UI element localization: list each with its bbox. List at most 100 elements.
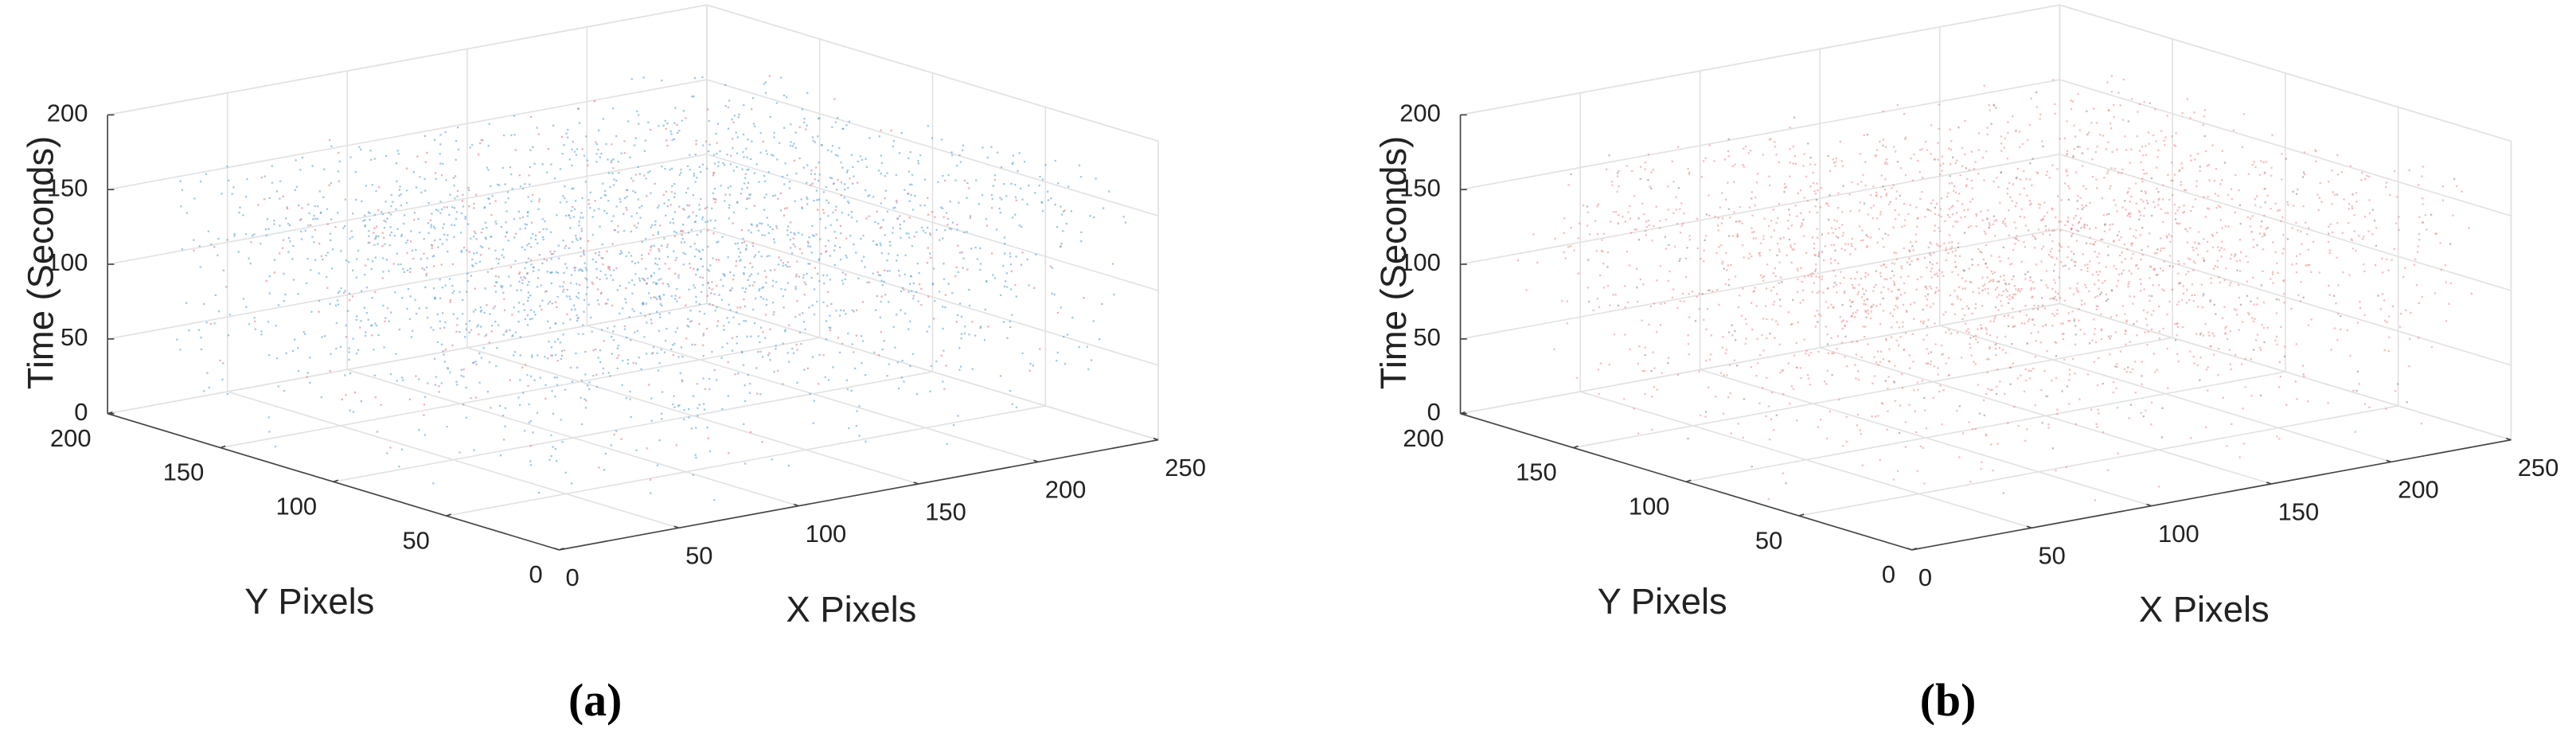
event-point — [676, 123, 678, 126]
event-point — [1041, 209, 1044, 213]
event-point — [338, 151, 340, 154]
event-point — [772, 154, 775, 157]
event-point — [801, 207, 803, 209]
event-point — [1821, 275, 1824, 278]
event-point — [549, 231, 552, 233]
event-point — [494, 291, 498, 293]
event-point — [1922, 308, 1924, 311]
event-point — [494, 281, 498, 283]
event-point — [611, 304, 614, 307]
event-point — [279, 180, 282, 182]
event-point — [2103, 279, 2106, 283]
event-point — [2239, 303, 2242, 306]
event-point — [1734, 330, 1736, 333]
event-point — [1639, 166, 1642, 168]
event-point — [505, 210, 508, 213]
event-point — [768, 352, 771, 354]
event-point — [2008, 283, 2010, 286]
event-point — [1917, 258, 1919, 260]
event-point — [2295, 271, 2298, 274]
event-point — [731, 287, 733, 290]
event-point — [2113, 115, 2115, 119]
event-point — [1021, 252, 1024, 254]
event-point — [2130, 242, 2133, 244]
event-point — [2117, 452, 2119, 454]
event-point — [993, 178, 996, 181]
event-point — [395, 162, 398, 165]
event-point — [533, 270, 535, 272]
event-point — [2066, 220, 2069, 223]
event-point — [806, 240, 809, 243]
event-point — [1834, 275, 1836, 277]
event-point — [475, 252, 478, 254]
event-point — [551, 302, 553, 305]
event-point — [712, 232, 715, 235]
event-point — [457, 148, 460, 150]
event-point — [1848, 298, 1851, 302]
event-point — [752, 123, 755, 125]
event-point — [673, 395, 675, 397]
event-point — [209, 322, 212, 326]
event-point — [2119, 350, 2122, 353]
event-point — [1964, 153, 1966, 156]
event-point — [544, 291, 547, 293]
event-point — [786, 352, 789, 354]
event-point — [2242, 443, 2246, 445]
event-point — [582, 216, 584, 219]
event-point — [837, 117, 839, 119]
event-point — [687, 326, 690, 328]
event-point — [1650, 370, 1653, 372]
event-point — [2020, 287, 2023, 291]
event-point — [2239, 251, 2242, 254]
event-point — [578, 220, 580, 223]
event-point — [583, 298, 586, 302]
event-point — [267, 416, 270, 419]
event-point — [1896, 470, 1899, 473]
event-point — [857, 160, 859, 162]
event-point — [810, 252, 813, 254]
event-point — [1989, 279, 1992, 282]
y-tick — [1685, 479, 1692, 483]
event-point — [715, 132, 717, 135]
event-point — [2163, 139, 2165, 142]
event-point — [665, 214, 667, 217]
event-point — [762, 331, 764, 333]
event-point — [416, 155, 419, 158]
event-point — [736, 242, 739, 244]
event-point — [612, 339, 615, 341]
event-point — [880, 202, 882, 205]
event-point — [655, 298, 658, 300]
event-point — [773, 238, 775, 240]
event-point — [1644, 354, 1646, 357]
event-point — [396, 228, 399, 230]
event-point — [2278, 209, 2281, 212]
event-point — [818, 353, 821, 357]
event-point — [563, 144, 565, 146]
event-point — [741, 287, 744, 289]
event-point — [297, 204, 300, 207]
event-point — [1087, 368, 1090, 371]
event-point — [447, 250, 449, 253]
event-point — [265, 279, 268, 283]
event-point — [2231, 188, 2233, 190]
event-point — [335, 322, 338, 325]
event-point — [444, 131, 447, 134]
event-point — [920, 287, 923, 291]
y-tick-label: 50 — [1755, 526, 1782, 554]
event-point — [1661, 372, 1663, 374]
event-point — [747, 374, 749, 376]
event-point — [956, 224, 958, 226]
event-point — [1989, 388, 1992, 391]
event-point — [2182, 212, 2184, 214]
event-point — [2375, 244, 2377, 247]
event-point — [2116, 210, 2118, 213]
event-point — [478, 352, 481, 355]
z-tick-label: 0 — [74, 398, 88, 426]
event-point — [2218, 276, 2220, 279]
event-point — [268, 275, 271, 278]
event-point — [607, 372, 610, 374]
event-point — [1762, 235, 1765, 237]
event-point — [907, 291, 910, 293]
event-point — [688, 215, 691, 217]
event-point — [1899, 404, 1902, 407]
